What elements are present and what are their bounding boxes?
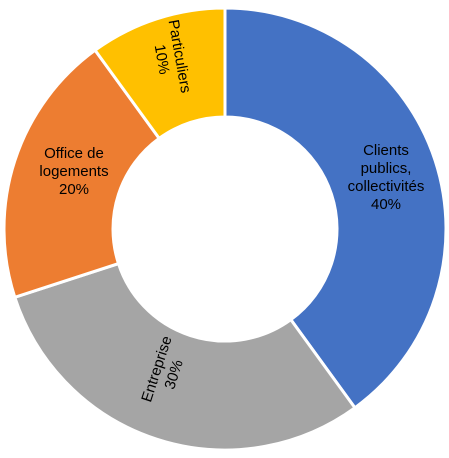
donut-segment [2,48,162,300]
segment-label: Clients publics, collectivités 40% [336,142,436,214]
donut-segment [93,6,227,141]
value-label: 20% [58,181,90,198]
value-label: 40% [370,196,402,213]
donut-segment [223,6,448,410]
segment-label: Office de logements 20% [27,145,122,199]
donut-segment [12,261,357,452]
category-label: Office de logements [39,145,109,180]
category-label: Clients publics, collectivités [347,142,425,195]
